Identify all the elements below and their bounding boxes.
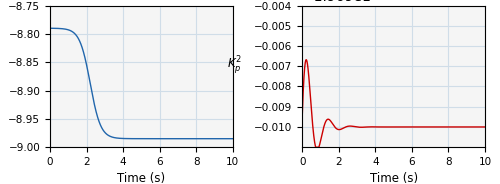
X-axis label: Time (s): Time (s) [370, 172, 418, 184]
Y-axis label: $K_p^2$: $K_p^2$ [228, 54, 242, 76]
X-axis label: Time (s): Time (s) [118, 172, 166, 184]
